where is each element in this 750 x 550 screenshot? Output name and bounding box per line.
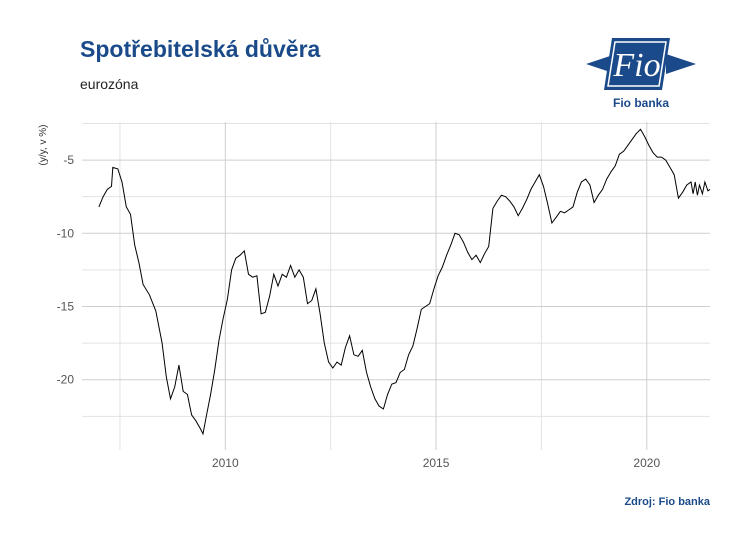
chart-grid [82, 122, 710, 450]
y-tick-label: -10 [57, 226, 75, 240]
fio-logo-mark: Fio [586, 38, 696, 90]
chart-subtitle: eurozóna [80, 76, 139, 92]
x-axis-ticks: 2010 2015 2020 [212, 456, 660, 470]
fio-logo: Fio Fio banka [586, 34, 696, 114]
x-tick-label: 2010 [212, 456, 239, 470]
x-tick-label: 2015 [423, 456, 450, 470]
x-tick-label: 2020 [633, 456, 660, 470]
y-axis-ticks: -5 -10 -15 -20 [57, 153, 75, 387]
chart-title: Spotřebitelská důvěra [80, 36, 321, 62]
y-tick-label: -20 [57, 373, 75, 387]
y-axis-label: (y/y, v %) [38, 125, 49, 166]
fio-logo-mark-text: Fio [612, 47, 660, 84]
source-note: Zdroj: Fio banka [624, 496, 710, 508]
y-tick-label: -15 [57, 300, 75, 314]
fio-logo-name: Fio banka [612, 96, 669, 110]
series-line [98, 128, 711, 436]
y-tick-label: -5 [63, 153, 74, 167]
